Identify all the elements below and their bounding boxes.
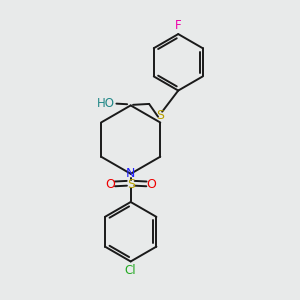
Text: HO: HO — [97, 97, 115, 110]
Text: S: S — [156, 109, 164, 122]
Text: Cl: Cl — [125, 264, 136, 278]
Text: O: O — [106, 178, 116, 191]
Text: S: S — [127, 178, 135, 191]
Text: F: F — [175, 19, 181, 32]
Text: O: O — [146, 178, 156, 191]
Text: N: N — [126, 167, 135, 180]
